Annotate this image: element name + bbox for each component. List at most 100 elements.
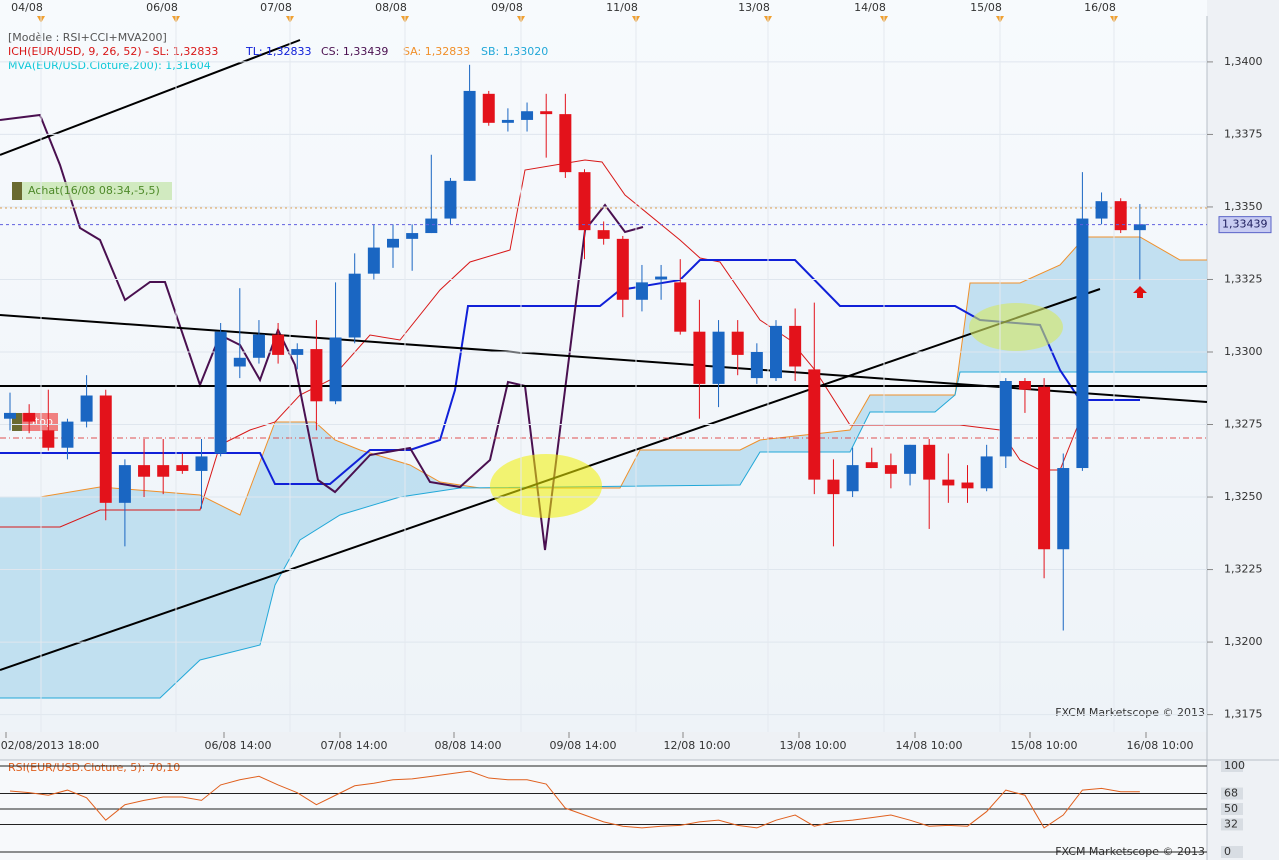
candle-body bbox=[521, 111, 534, 120]
candle-body bbox=[846, 465, 859, 492]
candle-body bbox=[712, 331, 725, 384]
candle-body bbox=[42, 430, 55, 448]
candle-body bbox=[425, 218, 438, 234]
x-tick-label: 16/08 10:00 bbox=[1127, 739, 1194, 752]
candle-body bbox=[157, 465, 170, 477]
y-tick-label: 0 bbox=[1224, 845, 1231, 858]
y-tick-box bbox=[1221, 803, 1243, 815]
ichimoku-legend: TL: 1,32833 bbox=[245, 45, 312, 58]
y-tick-label: 68 bbox=[1224, 787, 1238, 800]
candle-body bbox=[616, 238, 629, 300]
candle-body bbox=[501, 119, 514, 123]
day-label: 07/08 bbox=[260, 1, 292, 14]
ichimoku-legend: SB: 1,33020 bbox=[481, 45, 548, 58]
y-tick-box bbox=[1221, 818, 1243, 831]
day-label: 16/08 bbox=[1084, 1, 1116, 14]
day-label: 04/08 bbox=[11, 1, 43, 14]
candle-body bbox=[655, 276, 668, 280]
candle-body bbox=[138, 465, 151, 477]
rsi-pane bbox=[0, 760, 1207, 860]
model-label: [Modèle : RSI+CCI+MVA200] bbox=[8, 31, 167, 44]
rsi-line bbox=[9, 770, 1140, 829]
candle-body bbox=[252, 334, 265, 358]
candle-body bbox=[80, 395, 93, 422]
candle-body bbox=[348, 273, 361, 338]
y-tick-label: 1,3200 bbox=[1224, 635, 1263, 648]
candle-body bbox=[482, 93, 495, 123]
candle-body bbox=[578, 172, 591, 231]
candle-body bbox=[1095, 201, 1108, 219]
day-label: 13/08 bbox=[738, 1, 770, 14]
last-price-label: 1,33439 bbox=[1222, 218, 1268, 231]
senkou-a bbox=[0, 236, 1207, 516]
candle-body bbox=[23, 412, 36, 422]
price-axis-strip bbox=[1207, 0, 1279, 860]
candle-body bbox=[1057, 468, 1070, 550]
day-label: 11/08 bbox=[606, 1, 638, 14]
y-tick-label: 50 bbox=[1224, 802, 1238, 815]
candle-body bbox=[1038, 386, 1051, 550]
candle-body bbox=[310, 349, 323, 402]
time-axis-strip bbox=[0, 732, 1207, 760]
candle-body bbox=[1133, 224, 1146, 231]
candle-body bbox=[176, 465, 189, 471]
candle-body bbox=[789, 325, 802, 367]
candle-body bbox=[980, 456, 993, 489]
day-label: 15/08 bbox=[970, 1, 1002, 14]
y-tick-label: 1,3325 bbox=[1224, 272, 1263, 285]
highlight bbox=[969, 303, 1063, 351]
x-tick-label: 14/08 10:00 bbox=[896, 739, 963, 752]
candle-body bbox=[444, 180, 457, 219]
y-tick-label: 1,3400 bbox=[1224, 55, 1263, 68]
candle-body bbox=[4, 412, 16, 419]
y-tick-label: 1,3250 bbox=[1224, 490, 1263, 503]
candle-body bbox=[291, 349, 304, 355]
candle-body bbox=[635, 282, 648, 300]
candle-body bbox=[693, 331, 706, 384]
candle-body bbox=[942, 479, 955, 486]
trend-line bbox=[0, 39, 301, 156]
candle-body bbox=[961, 482, 974, 489]
ichimoku-legend: CS: 1,33439 bbox=[321, 45, 388, 58]
candle-body bbox=[865, 462, 878, 469]
candle-body bbox=[827, 479, 840, 495]
day-label: 09/08 bbox=[491, 1, 523, 14]
order-handle bbox=[12, 182, 22, 200]
y-tick-box bbox=[1221, 846, 1243, 858]
candle-body bbox=[272, 334, 285, 355]
x-tick-label: 02/08/2013 18:00 bbox=[1, 739, 100, 752]
candle-body bbox=[884, 465, 897, 474]
candle-body bbox=[923, 444, 936, 480]
buy-order-label[interactable]: Achat(16/08 08:34,-5,5) bbox=[28, 184, 160, 197]
candle-body bbox=[597, 230, 610, 239]
candle-body bbox=[233, 357, 246, 367]
y-tick-label: 32 bbox=[1224, 817, 1238, 830]
y-tick-label: 1,3375 bbox=[1224, 127, 1263, 140]
order-handle bbox=[12, 413, 22, 431]
y-tick-box bbox=[1221, 760, 1243, 772]
y-tick-box bbox=[1221, 787, 1243, 800]
y-tick-label: 1,3275 bbox=[1224, 418, 1263, 431]
x-tick-label: 06/08 14:00 bbox=[205, 739, 272, 752]
y-tick-label: 100 bbox=[1224, 759, 1245, 772]
candle-body bbox=[118, 465, 131, 503]
y-tick-label: 1,3350 bbox=[1224, 200, 1263, 213]
day-label: 06/08 bbox=[146, 1, 178, 14]
x-tick-label: 08/08 14:00 bbox=[435, 739, 502, 752]
candle-body bbox=[904, 444, 917, 474]
candle-body bbox=[329, 337, 342, 402]
candle-body bbox=[999, 381, 1012, 457]
buy-arrow bbox=[1133, 286, 1147, 298]
last-price-box bbox=[1218, 216, 1272, 234]
x-tick-label: 15/08 10:00 bbox=[1011, 739, 1078, 752]
candle-body bbox=[750, 351, 763, 379]
candle-body bbox=[731, 331, 744, 355]
watermark: FXCM Marketscope © 2013 bbox=[1055, 706, 1205, 719]
day-label: 08/08 bbox=[375, 1, 407, 14]
y-tick-label: 1,3300 bbox=[1224, 345, 1263, 358]
candle-body bbox=[214, 331, 227, 454]
buy-order-box[interactable] bbox=[12, 182, 172, 200]
candle-body bbox=[1018, 381, 1031, 390]
candle-body bbox=[406, 233, 419, 239]
